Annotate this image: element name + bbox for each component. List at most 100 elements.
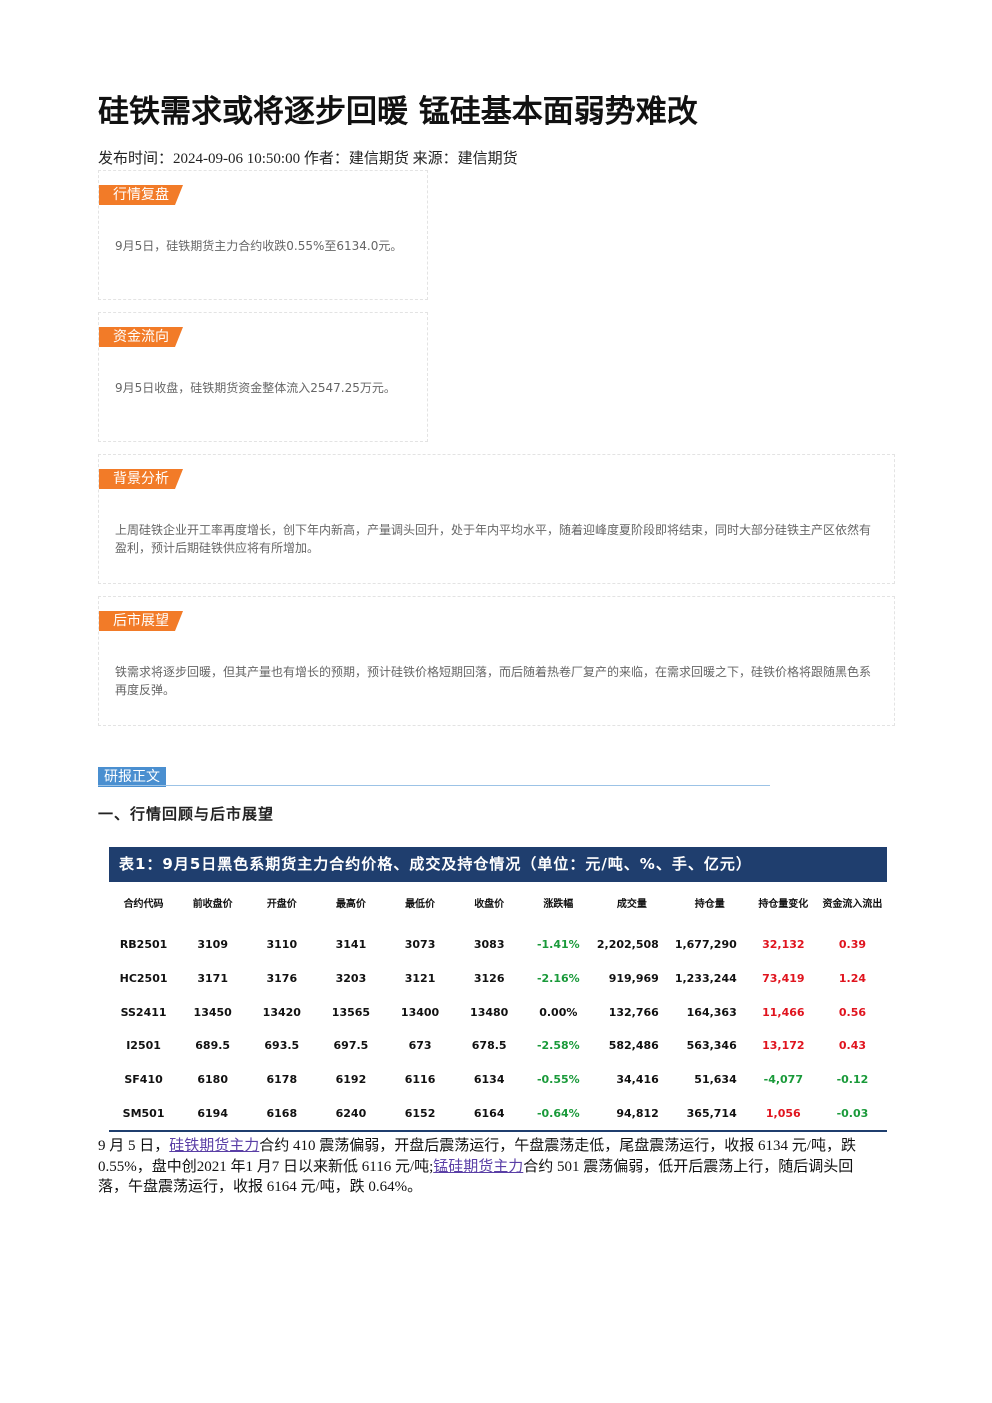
column-header: 涨跌幅 — [543, 899, 574, 910]
section-box: 行情复盘 9月5日，硅铁期货主力合约收跌0.55%至6134.0元。 — [98, 170, 428, 300]
table-cell: 3203 — [335, 972, 367, 986]
table-cell: 0.43 — [838, 1039, 866, 1053]
table-cell: 3126 — [473, 972, 505, 986]
table-row: I2501 689.5 693.5 697.5 673 678.5 -2.58% 582,48… — [109, 1029, 887, 1063]
text: 合约 501 震荡偏弱，低开后震荡上行，随后调头回落，午盘震荡运行，收报 616… — [98, 1158, 854, 1196]
table-cell: 697.5 — [333, 1039, 369, 1053]
text: 合约 410 震荡偏弱，开盘后震荡运行，午盘震荡走低，尾盘震荡运行，收报 613… — [98, 1138, 856, 1175]
table-cell: 365,714 — [670, 1096, 749, 1133]
table-cell: 693.5 — [264, 1039, 300, 1053]
table-cell: 6168 — [247, 1096, 317, 1133]
table-cell: 1,056 — [748, 1096, 818, 1133]
table-row: SS2411 13450 13420 13565 13400 13480 0.00% 132,… — [109, 995, 887, 1029]
heading: 一、行情回顾与后市展望 — [98, 805, 275, 823]
table-cell: 6192 — [335, 1073, 367, 1087]
table-cell: 11,466 — [762, 1005, 805, 1019]
table-cell: SM501 — [109, 1096, 179, 1133]
table-cell: 51,634 — [694, 1073, 737, 1087]
table-cell: 1,233,244 — [674, 972, 737, 986]
text: 9 月 5 日， — [98, 1138, 170, 1154]
table-cell: 13400 — [400, 1005, 440, 1019]
table-cell: SF410 — [124, 1073, 163, 1087]
table-cell: 0.56 — [838, 1005, 866, 1019]
table-cell: 6194 — [178, 1096, 248, 1133]
column-header: 最低价 — [405, 899, 436, 910]
table-cell: -0.55% — [536, 1073, 580, 1087]
section-tag: 资金流向 — [99, 327, 183, 347]
table-cell: 689.5 — [195, 1039, 231, 1053]
table-cell: 3083 — [473, 938, 505, 952]
section-text: 铁需求将逐步回暖，但其产量也有增长的预期，预计硅铁价格短期回落，而后随着热卷厂复… — [115, 665, 872, 697]
table-cell: 94,812 — [592, 1096, 671, 1133]
table-cell: SS2411 — [120, 1005, 167, 1019]
section-text: 上周硅铁企业开工率再度增长，创下年内新高，产量调头回升，处于年内平均水平，随着迎… — [115, 523, 872, 555]
table-cell: -1.41% — [536, 938, 580, 952]
table-cell: 34,416 — [616, 1073, 659, 1087]
meta: 发布时间：2024-09-06 10:50:00 作者：建信期货 来源：建信期货 — [98, 151, 518, 167]
section-text: 9月5日，硅铁期货主力合约收跌0.55%至6134.0元。 — [115, 239, 403, 253]
table-cell: 1.24 — [838, 972, 866, 986]
divider — [98, 785, 770, 786]
table-cell: 582,486 — [608, 1039, 659, 1053]
section-text: 9月5日收盘，硅铁期货资金整体流入2547.25万元。 — [115, 381, 396, 395]
table-cell: 0.39 — [838, 938, 866, 952]
column-header: 收盘价 — [474, 899, 505, 910]
table-cell: 13480 — [470, 1005, 509, 1019]
table-cell: 6134 — [473, 1073, 505, 1087]
table-cell: 2,202,508 — [596, 938, 659, 952]
table-cell: 3110 — [266, 938, 298, 952]
table-cell: -0.12 — [836, 1073, 869, 1087]
table-cell: -2.58% — [536, 1039, 580, 1053]
title: 硅铁需求或将逐步回暖 锰硅基本面弱势难改 — [98, 94, 698, 130]
table-cell: 32,132 — [762, 938, 805, 952]
table-row: HC2501 3171 3176 3203 3121 3126 -2.16% 919,969 1… — [109, 962, 887, 996]
table-cell: -4,077 — [763, 1073, 803, 1087]
table-cell: 73,419 — [762, 972, 805, 986]
table-row: RB2501 3109 3110 3141 3073 3083 -1.41% 2,202,50… — [109, 928, 887, 962]
table-cell: 3109 — [197, 938, 228, 952]
column-header: 资金流入流出 — [822, 899, 883, 910]
section-tag: 背景分析 — [99, 469, 183, 489]
table-cell: 3073 — [404, 938, 436, 952]
table-cell: 678.5 — [471, 1039, 507, 1053]
table-cell: 6164 — [454, 1096, 524, 1133]
table-cell: 13420 — [262, 1005, 301, 1019]
table-row: SM501 6194 6168 6240 6152 6164 -0.64% 94,812 365… — [109, 1096, 887, 1133]
table-cell: 164,363 — [686, 1005, 737, 1019]
table-row: SF410 6180 6178 6192 6116 6134 -0.55% 34,416 51,… — [109, 1063, 887, 1097]
column-header: 开盘价 — [266, 899, 297, 910]
table-cell: HC2501 — [119, 972, 168, 986]
column-header: 成交量 — [616, 899, 647, 910]
column-header: 前收盘价 — [192, 899, 233, 910]
section-tag: 研报正文 — [98, 767, 166, 787]
table-cell: 3171 — [197, 972, 228, 986]
table-cell: 3121 — [404, 972, 436, 986]
table-cell: 13450 — [193, 1005, 232, 1019]
link[interactable]: 锰硅期货主力 — [433, 1158, 524, 1175]
table-cell: 6152 — [385, 1096, 455, 1133]
section-tag: 行情复盘 — [99, 185, 183, 205]
column-header: 合约代码 — [123, 899, 164, 910]
link[interactable]: 硅铁期货主力 — [169, 1138, 260, 1154]
paragraph: 9 月 5 日，硅铁期货主力合约 410 震荡偏弱，开盘后震荡运行，午盘震荡走低… — [98, 1136, 880, 1198]
column-header: 持仓量变化 — [758, 899, 809, 910]
table-cell: 919,969 — [608, 972, 659, 986]
table-cell: RB2501 — [119, 938, 168, 952]
table-cell: 3176 — [266, 972, 298, 986]
table-cell: 6240 — [316, 1096, 386, 1133]
section-box: 后市展望 铁需求将逐步回暖，但其产量也有增长的预期，预计硅铁价格短期回落，而后随着… — [98, 596, 895, 726]
table-cell: 563,346 — [686, 1039, 737, 1053]
column-header: 最高价 — [335, 899, 366, 910]
table-cell: 6178 — [266, 1073, 298, 1087]
table-caption: 表1：9月5日黑色系期货主力合约价格、成交及持仓情况（单位：元/吨、%、手、亿元… — [109, 847, 887, 882]
table-cell: -2.16% — [536, 972, 580, 986]
column-header: 持仓量 — [694, 899, 725, 910]
table-cell: -0.03 — [817, 1096, 887, 1133]
section-box: 背景分析上周硅铁企业开工率再度增长，创下年内新高，产量调头回升，处于年内平均水平… — [98, 454, 895, 584]
table-cell: 6180 — [197, 1073, 228, 1087]
table-cell: 13565 — [331, 1005, 371, 1019]
table-cell: 1,677,290 — [674, 938, 737, 952]
table-cell: 0.00% — [539, 1005, 578, 1019]
table-cell: -0.64% — [523, 1096, 593, 1133]
